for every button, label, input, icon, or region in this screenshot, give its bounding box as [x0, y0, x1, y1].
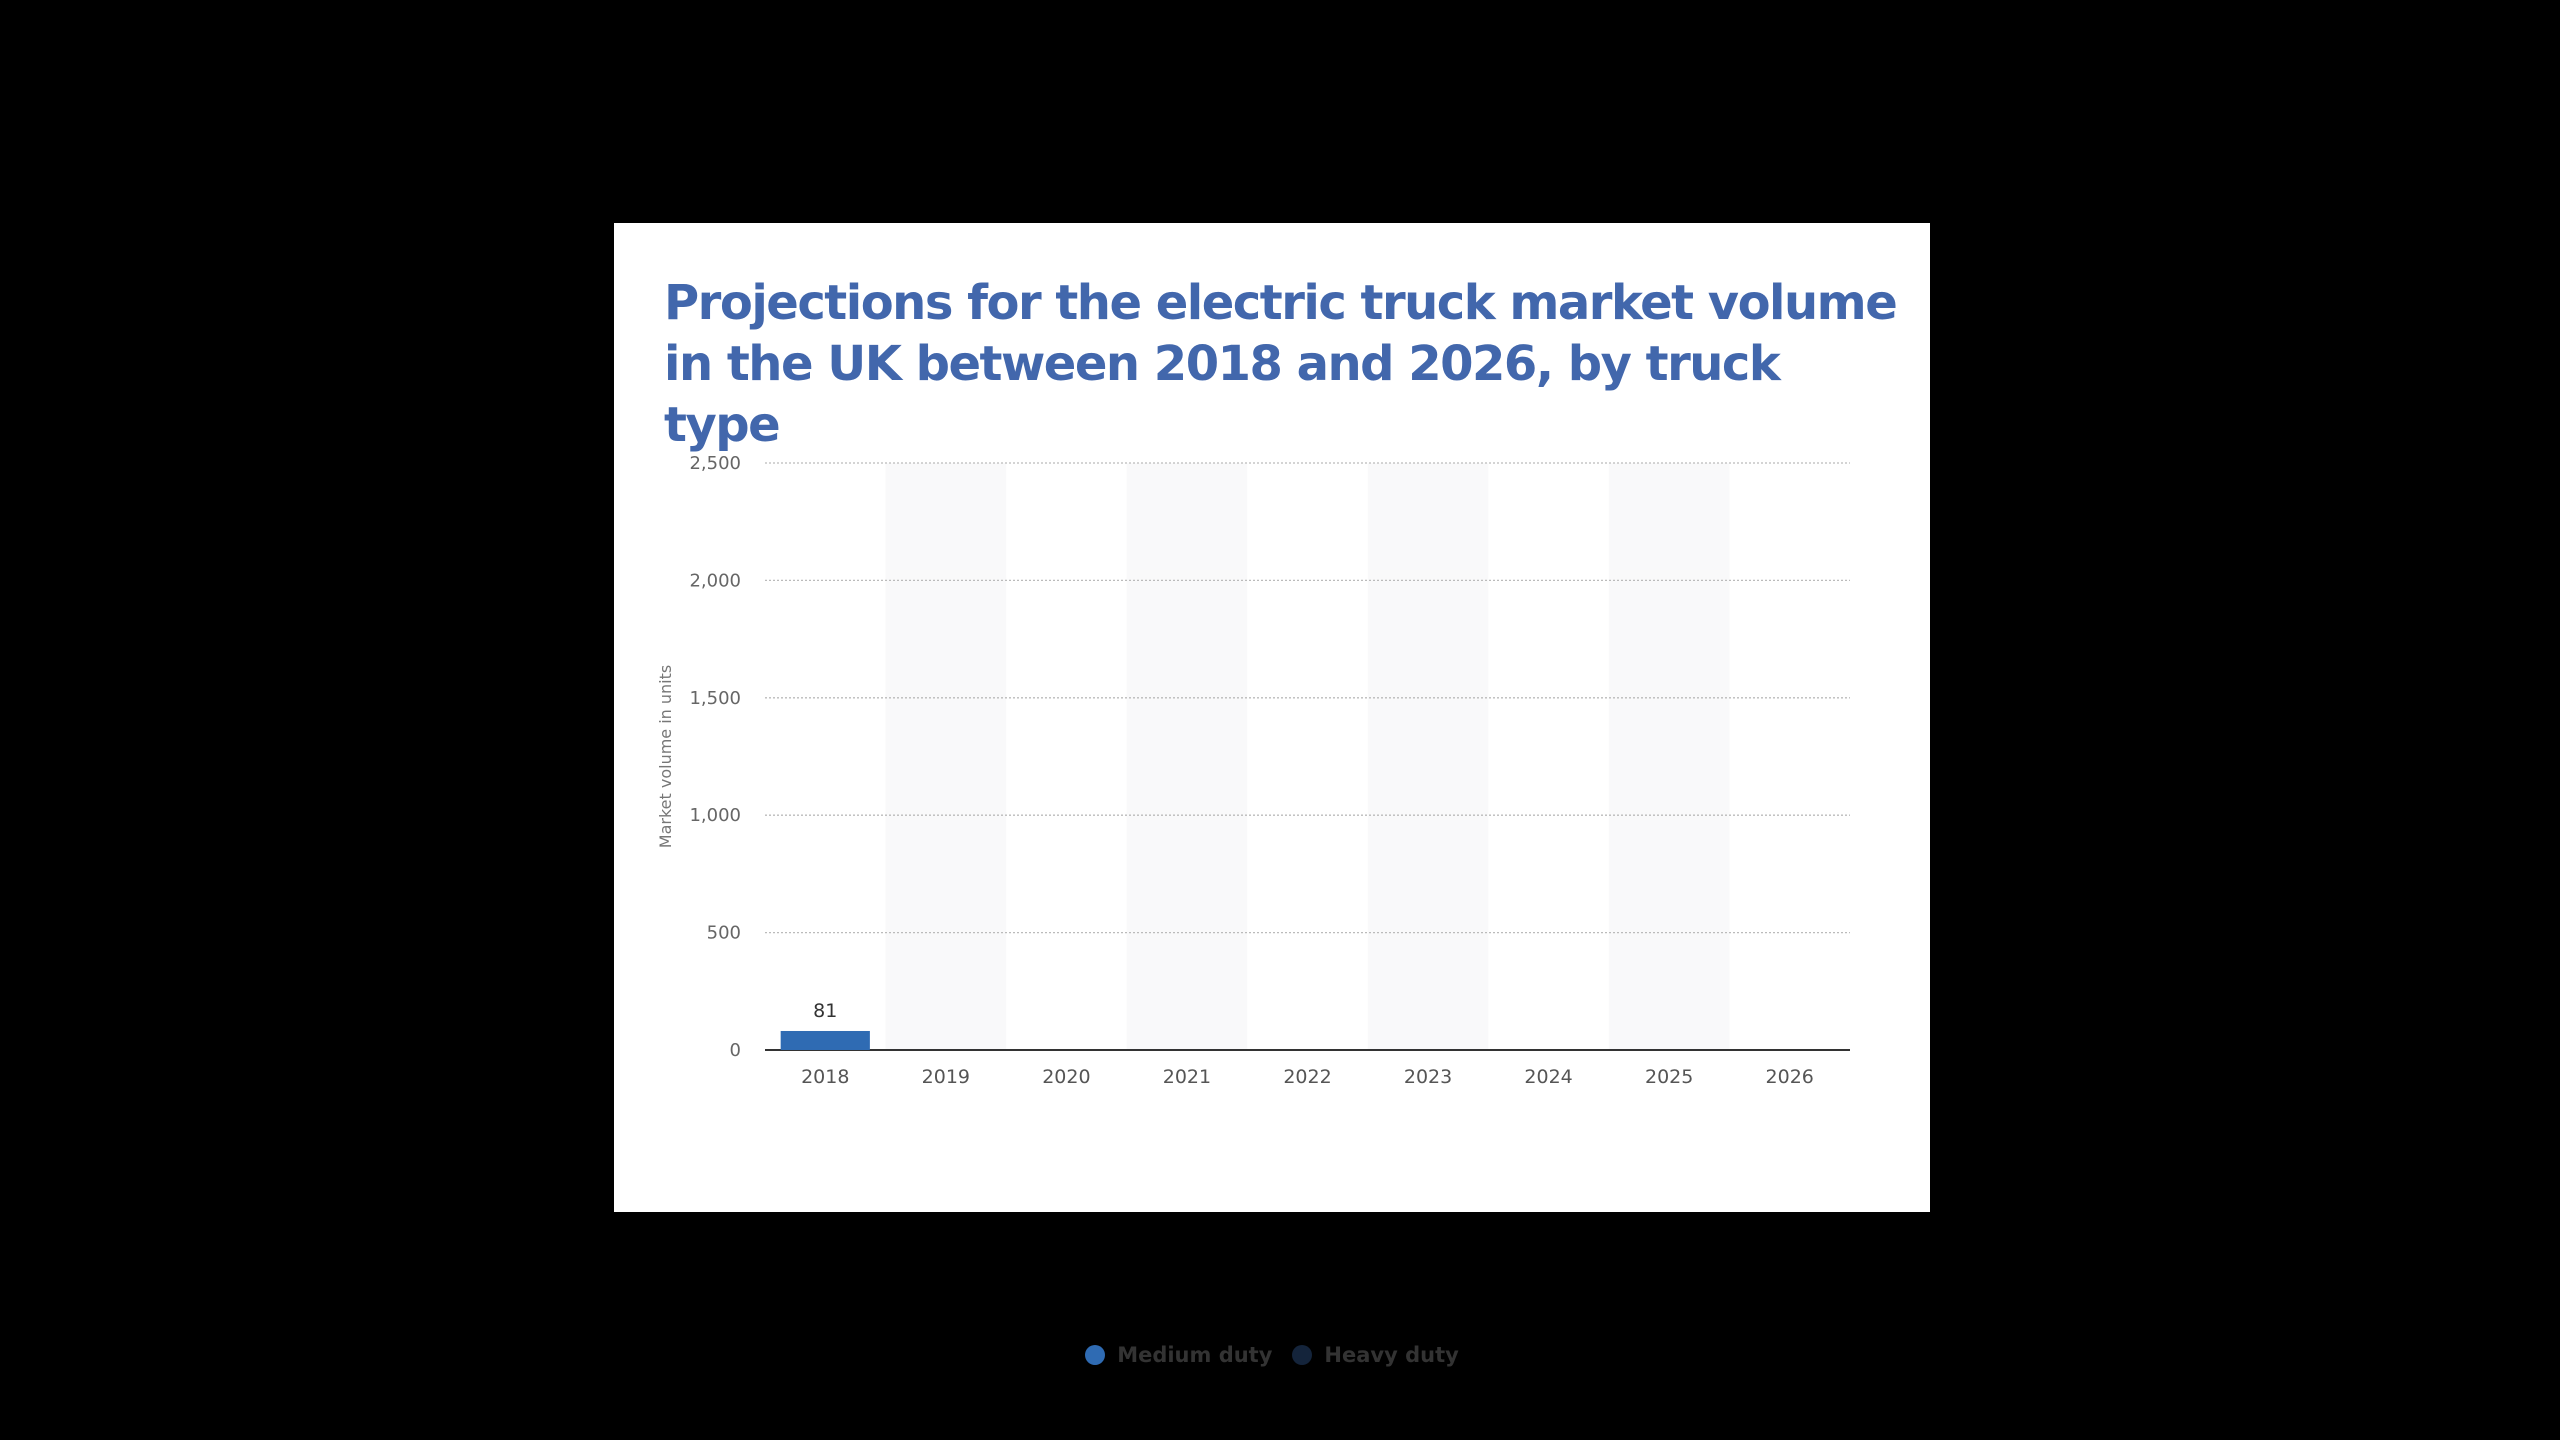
gridlines — [765, 462, 1850, 1051]
band-2025 — [1608, 463, 1730, 1050]
y-tick-0: 0 — [730, 1040, 741, 1061]
band-2019 — [885, 463, 1007, 1050]
y-tick-500: 500 — [707, 923, 741, 944]
y-tick-1500: 1,500 — [689, 688, 741, 709]
data-label-2018: 81 — [813, 1000, 837, 1022]
x-tick-2022: 2022 — [1283, 1066, 1331, 1088]
category-bands — [885, 463, 1730, 1050]
y-tick-1000: 1,000 — [689, 805, 741, 826]
x-tick-2026: 2026 — [1766, 1066, 1814, 1088]
x-tick-2021: 2021 — [1163, 1066, 1211, 1088]
legend-dot-medium-duty — [1085, 1345, 1106, 1365]
x-tick-2023: 2023 — [1404, 1066, 1452, 1088]
legend-label-heavy-duty: Heavy duty — [1324, 1343, 1459, 1367]
x-tick-labels: 2018 2019 2020 2021 2022 2023 2024 2025 2026 — [801, 1066, 1814, 1088]
bars: 81 — [780, 1000, 870, 1050]
x-tick-2019: 2019 — [922, 1066, 970, 1088]
y-tick-2000: 2,000 — [689, 570, 741, 591]
x-tick-2018: 2018 — [801, 1066, 849, 1088]
x-tick-2024: 2024 — [1524, 1066, 1572, 1088]
band-2023 — [1367, 463, 1489, 1050]
bar-chart: 0 500 1,000 1,500 2,000 2,500 81 2018 2019 2020… — [656, 453, 1850, 1088]
legend: Medium duty Heavy duty — [614, 1343, 1930, 1367]
legend-item-heavy-duty[interactable]: Heavy duty — [1292, 1343, 1459, 1367]
bar-medium-duty-2018 — [780, 1030, 870, 1050]
y-axis-label: Market volume in units — [656, 665, 675, 848]
y-tick-labels: 0 500 1,000 1,500 2,000 2,500 — [689, 453, 741, 1061]
legend-item-medium-duty[interactable]: Medium duty — [1085, 1343, 1272, 1367]
band-2021 — [1126, 463, 1248, 1050]
x-tick-2020: 2020 — [1042, 1066, 1090, 1088]
legend-label-medium-duty: Medium duty — [1117, 1343, 1273, 1367]
y-tick-2500: 2,500 — [689, 453, 741, 474]
chart-card: Projections for the electric truck marke… — [614, 223, 1930, 1367]
chart-title: Projections for the electric truck marke… — [664, 275, 1898, 453]
legend-dot-heavy-duty — [1292, 1345, 1313, 1365]
x-tick-2025: 2025 — [1645, 1066, 1693, 1088]
